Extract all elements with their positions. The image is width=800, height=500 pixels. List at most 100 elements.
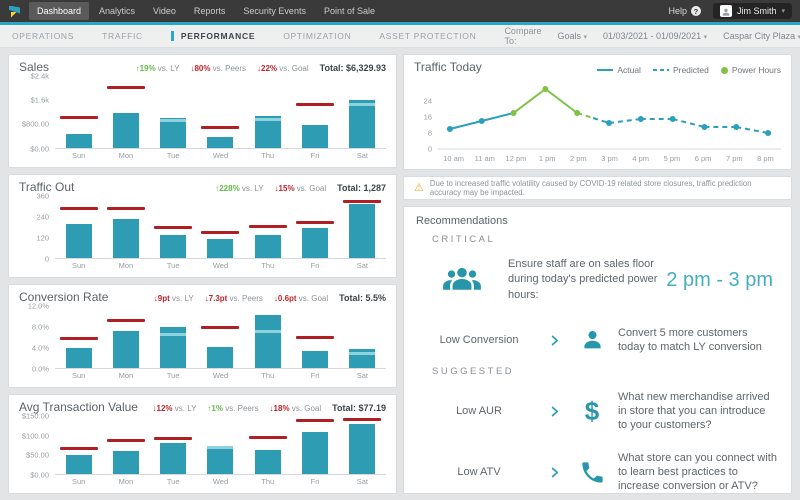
column-fri [291, 416, 338, 475]
location-value: Caspar City Plaza [723, 31, 796, 41]
top-menu-security-events[interactable]: Security Events [243, 6, 306, 16]
bar-atv-sat[interactable] [349, 424, 376, 475]
traffic-point-10-am[interactable] [446, 126, 453, 132]
top-menu-dashboard[interactable]: Dashboard [29, 2, 90, 20]
x-label: Wed [212, 477, 229, 487]
legend-actual[interactable]: Actual [597, 65, 641, 75]
person-icon [566, 327, 618, 354]
column-tue [150, 416, 197, 475]
bar-sales-sat[interactable] [349, 100, 376, 148]
top-menu-point-of-sale[interactable]: Point of Sale [323, 6, 375, 16]
bar-atv-thu[interactable] [254, 450, 281, 475]
bar-atv-tue[interactable] [160, 443, 187, 475]
bar-traffic_out-mon[interactable] [112, 218, 139, 259]
traffic_out-stats: ↑228% vs. LY ↓15% vs. Goal Total: 1,287 [215, 183, 386, 193]
bar-sales-wed[interactable] [207, 137, 234, 148]
stat-vs.-goal: ↓15% vs. Goal [274, 183, 327, 193]
tab-operations[interactable]: OPERATIONS [12, 31, 75, 41]
panel-title-traffic-today: Traffic Today [414, 60, 482, 74]
bar-conversion-fri[interactable] [302, 350, 329, 369]
warning-text: Due to increased traffic volatility caus… [429, 179, 752, 197]
atv-y-axis: $150.00 $100.00 $50.00 $0.00 [19, 412, 55, 480]
ly-marker [160, 333, 187, 337]
traffic-point-11-am[interactable] [478, 118, 485, 124]
traffic-point-5-pm[interactable] [669, 116, 676, 122]
goal-line [59, 116, 98, 120]
bar-traffic_out-sun[interactable] [65, 224, 92, 259]
tab-optimization[interactable]: OPTIMIZATION [283, 31, 352, 41]
x-label: Thu [261, 371, 275, 381]
traffic-point-12-pm[interactable] [510, 110, 517, 116]
conversion-chart: 12.0% 8.0% 4.0% 0.0% Sun Mon Tue Wed Thu Fri Sat [19, 302, 386, 382]
tab-asset-protection[interactable]: ASSET PROTECTION [379, 31, 477, 41]
legend-power-hours[interactable]: Power Hours [720, 65, 781, 75]
column-thu [244, 306, 291, 369]
tab-performance[interactable]: PERFORMANCE [170, 31, 255, 41]
traffic-point-7-pm[interactable] [733, 124, 740, 130]
bar-atv-mon[interactable] [112, 450, 139, 475]
traffic-point-4-pm[interactable] [637, 116, 644, 122]
goal-line [106, 438, 145, 442]
traffic-point-2-pm[interactable] [574, 110, 581, 116]
top-menu-analytics[interactable]: Analytics [99, 6, 136, 16]
legend-predicted[interactable]: Predicted [652, 65, 709, 75]
traffic-x-label: 7 pm [725, 154, 743, 163]
accent-divider [0, 22, 800, 25]
y-tick: $150.00 [21, 411, 49, 421]
y-tick: 12.0% [27, 301, 49, 311]
recommendation-label: Low Conversion [439, 334, 519, 347]
compare-to-select[interactable]: Goals ▾ [557, 31, 587, 41]
top-menu-reports[interactable]: Reports [193, 6, 226, 16]
bar-atv-wed[interactable] [207, 449, 234, 475]
bar-conversion-wed[interactable] [207, 346, 234, 369]
power-hours-value: 2 pm - 3 pm [666, 268, 773, 291]
traffic-point-3-pm[interactable] [606, 120, 612, 126]
recommendation-item-low-atv[interactable]: Low ATV What store can you connect with … [416, 451, 779, 494]
help-link[interactable]: Help ? [668, 6, 701, 16]
top-menu-video[interactable]: Video [153, 6, 176, 16]
goal-line [106, 206, 145, 210]
bar-sales-tue[interactable] [160, 118, 187, 148]
conversion-total: Total: 5.5% [339, 293, 386, 304]
y-tick: $2.4k [30, 71, 49, 81]
traffic-point-6-pm[interactable] [701, 124, 708, 130]
recommendation-item-low-aur[interactable]: Low AUR $ What new merchandise arrived i… [416, 390, 779, 433]
location-select[interactable]: Caspar City Plaza ▾ [723, 31, 800, 41]
panel-title-atv: Avg Transaction Value [19, 400, 138, 415]
topbar: Dashboard Analytics Video Reports Security E… [0, 0, 800, 22]
traffic-y-tick: 24 [423, 96, 432, 106]
x-label: Sun [71, 261, 86, 271]
traffic-point-8-pm[interactable] [765, 130, 772, 136]
bar-sales-thu[interactable] [254, 115, 281, 148]
bar-atv-fri[interactable] [302, 431, 329, 475]
bar-conversion-mon[interactable] [112, 331, 139, 369]
bar-conversion-thu[interactable] [254, 315, 281, 369]
bar-traffic_out-fri[interactable] [302, 228, 329, 259]
bar-conversion-sun[interactable] [65, 347, 92, 369]
app-logo-icon[interactable] [8, 5, 21, 18]
chevron-right-icon [542, 466, 566, 479]
ly-marker [160, 118, 187, 122]
power-hours-recommendation[interactable]: Ensure staff are on sales floor during t… [416, 257, 779, 303]
recommendation-text: What new merchandise arrived in store th… [618, 390, 770, 432]
bar-sales-fri[interactable] [302, 124, 329, 148]
bar-traffic_out-tue[interactable] [160, 234, 187, 259]
recommendation-item-low-conversion[interactable]: Low Conversion Convert 5 more customers … [416, 326, 779, 355]
help-icon[interactable]: ? [690, 6, 701, 16]
bar-sales-mon[interactable] [112, 113, 139, 148]
bar-traffic_out-sat[interactable] [349, 204, 376, 259]
goal-line [296, 335, 335, 339]
column-wed [197, 76, 244, 148]
date-range-select[interactable]: 01/03/2021 - 01/09/2021 ▾ [603, 31, 707, 41]
user-menu[interactable]: Jim Smith ▾ [712, 3, 792, 19]
bar-sales-sun[interactable] [65, 134, 92, 148]
bar-traffic_out-wed[interactable] [207, 238, 234, 259]
traffic-today-panel: Traffic Today Actual Predicted Power Hou… [403, 54, 792, 170]
bar-atv-sun[interactable] [65, 454, 92, 475]
atv-x-labels: Sun Mon Tue Wed Thu Fri Sat [55, 475, 386, 488]
bar-traffic_out-thu[interactable] [254, 235, 281, 259]
traffic-point-1-pm[interactable] [542, 86, 549, 92]
traffic-today-chart: 24 16 8 0 10 am 11 am 12 pm 1 pm 2 pm 3 pm 4 pm 5 p… [414, 77, 781, 165]
x-label: Mon [118, 371, 134, 381]
tab-traffic[interactable]: TRAFFIC [102, 31, 143, 41]
